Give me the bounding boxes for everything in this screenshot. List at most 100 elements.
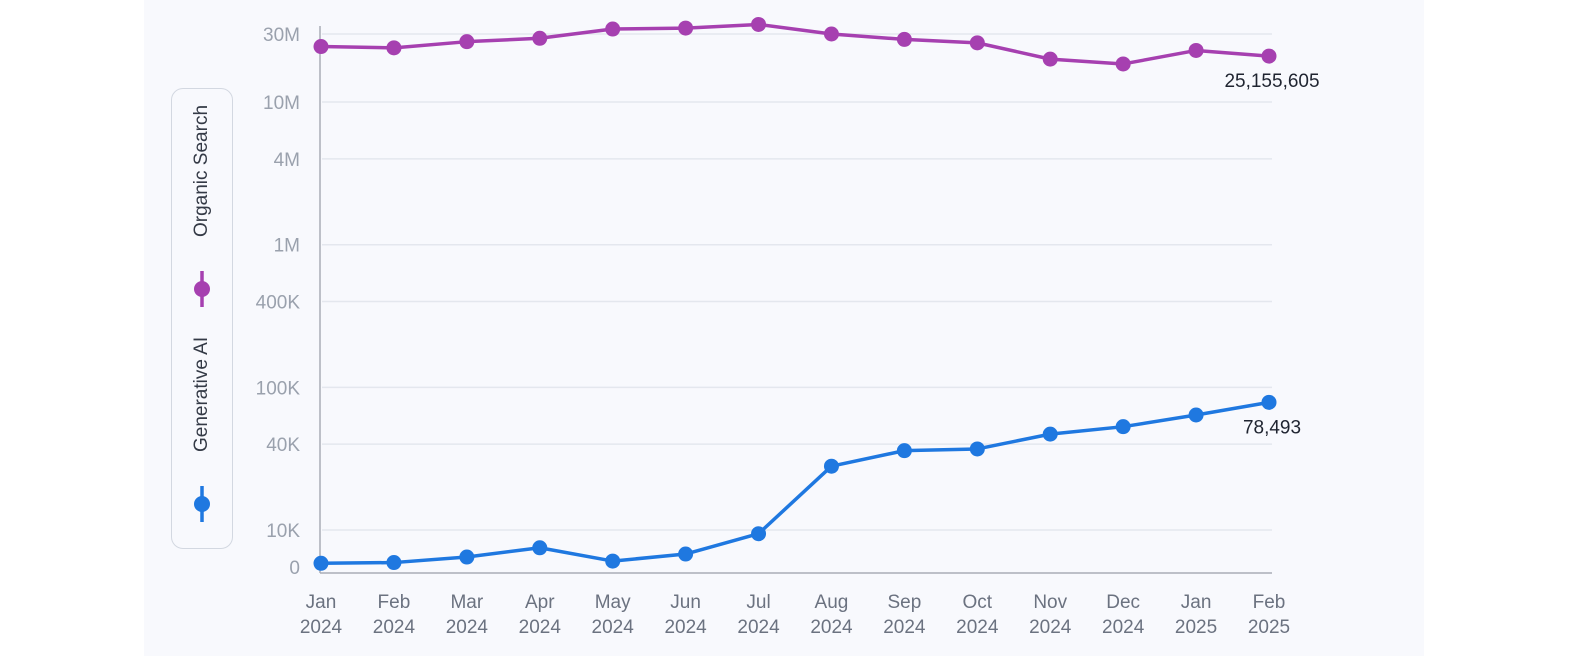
x-tick-label: Jun 2024	[664, 592, 707, 638]
x-tick-label: Aug 2024	[810, 592, 853, 638]
x-tick-year: 2024	[1102, 617, 1145, 638]
x-tick-label: Dec 2024	[1102, 592, 1145, 638]
x-tick-month: Nov	[1033, 592, 1067, 613]
legend-marker-organic-search	[194, 271, 210, 307]
y-tick-label: 30M	[263, 25, 300, 46]
series-generative-ai	[313, 394, 1277, 571]
legend: Generative AI Organic Search	[171, 88, 233, 549]
data-point-generative-ai[interactable]	[678, 546, 694, 562]
x-tick-label: Feb 2024	[373, 592, 416, 638]
data-point-organic-search[interactable]	[459, 34, 475, 50]
x-tick-year: 2024	[956, 617, 999, 638]
y-tick-label: 100K	[256, 378, 301, 399]
x-tick-year: 2024	[519, 617, 562, 638]
x-tick-year: 2025	[1248, 617, 1290, 638]
data-point-generative-ai[interactable]	[605, 553, 621, 569]
x-tick-year: 2024	[737, 617, 780, 638]
x-tick-label: May 2024	[592, 592, 635, 638]
data-labels: 25,155,605 78,493	[1224, 71, 1319, 438]
x-tick-month: Feb	[378, 592, 411, 613]
data-point-generative-ai[interactable]	[459, 549, 475, 565]
data-point-generative-ai[interactable]	[969, 441, 985, 457]
data-point-generative-ai[interactable]	[386, 555, 402, 571]
data-point-generative-ai[interactable]	[751, 526, 767, 542]
x-tick-label: Nov 2024	[1029, 592, 1072, 638]
y-tick-label: 10M	[263, 93, 300, 114]
legend-item-organic-search[interactable]: Organic Search	[182, 105, 222, 309]
gridlines	[322, 33, 1272, 531]
x-tick-month: Dec	[1106, 592, 1140, 613]
x-tick-year: 2024	[446, 617, 489, 638]
x-tick-label: Feb 2025	[1248, 592, 1290, 638]
x-tick-label: Oct 2024	[956, 592, 999, 638]
axes	[319, 26, 1272, 574]
data-point-organic-search[interactable]	[969, 35, 985, 51]
data-point-organic-search[interactable]	[678, 20, 694, 36]
y-axis-ticks: 0 10K 40K 100K 400K 1M 4M 10M 30M	[256, 25, 301, 579]
data-point-generative-ai[interactable]	[1261, 394, 1277, 410]
x-tick-year: 2024	[883, 617, 926, 638]
data-point-generative-ai[interactable]	[896, 443, 912, 459]
x-tick-year: 2024	[592, 617, 635, 638]
x-tick-label: Jul 2024	[737, 592, 780, 638]
data-point-organic-search[interactable]	[1115, 56, 1131, 72]
x-tick-month: May	[595, 592, 631, 613]
legend-label-organic-search: Organic Search	[191, 104, 212, 237]
data-point-organic-search[interactable]	[751, 16, 767, 32]
x-axis-ticks: Jan 2024 Feb 2024 Mar 2024 Apr 2024 May 2024 Jun 20…	[300, 592, 1290, 638]
x-tick-month: Sep	[887, 592, 921, 613]
data-point-organic-search[interactable]	[386, 40, 402, 56]
x-tick-year: 2024	[1029, 617, 1072, 638]
y-tick-label: 4M	[274, 150, 300, 171]
series-line-generative-ai	[320, 400, 1270, 566]
y-tick-label: 10K	[266, 521, 300, 542]
series-line-organic-search	[320, 22, 1270, 66]
x-tick-month: Jul	[746, 592, 770, 613]
x-tick-month: Aug	[815, 592, 849, 613]
legend-marker-generative-ai	[194, 486, 210, 522]
x-tick-label: Mar 2024	[446, 592, 489, 638]
x-tick-label: Jan 2025	[1175, 592, 1217, 638]
x-tick-year: 2025	[1175, 617, 1217, 638]
series	[313, 16, 1277, 571]
series-organic-search	[313, 16, 1277, 72]
x-tick-month: Jan	[1181, 592, 1212, 613]
x-tick-year: 2024	[664, 617, 707, 638]
end-label-organic-search: 25,155,605	[1224, 71, 1319, 92]
data-point-generative-ai[interactable]	[313, 555, 329, 571]
x-tick-label: Sep 2024	[883, 592, 926, 638]
data-point-organic-search[interactable]	[1042, 51, 1058, 67]
legend-item-generative-ai[interactable]: Generative AI	[182, 337, 222, 524]
data-point-organic-search[interactable]	[313, 39, 329, 55]
y-tick-label: 40K	[266, 435, 300, 456]
x-tick-year: 2024	[373, 617, 416, 638]
data-point-generative-ai[interactable]	[1042, 426, 1058, 442]
y-tick-label: 400K	[256, 292, 301, 313]
data-point-generative-ai[interactable]	[1188, 407, 1204, 423]
data-point-generative-ai[interactable]	[823, 458, 839, 474]
x-tick-month: Jan	[306, 592, 337, 613]
x-tick-month: Mar	[450, 592, 483, 613]
legend-label-generative-ai: Generative AI	[191, 336, 212, 452]
x-tick-month: Apr	[525, 592, 555, 613]
chart-background	[144, 0, 1424, 656]
x-tick-month: Oct	[963, 592, 993, 613]
data-point-organic-search[interactable]	[532, 30, 548, 46]
data-point-organic-search[interactable]	[605, 21, 621, 37]
data-point-generative-ai[interactable]	[1115, 419, 1131, 435]
data-point-organic-search[interactable]	[1188, 42, 1204, 58]
y-tick-label: 1M	[274, 236, 300, 257]
data-point-organic-search[interactable]	[896, 31, 912, 47]
data-point-organic-search[interactable]	[823, 26, 839, 42]
data-point-generative-ai[interactable]	[532, 540, 548, 556]
end-label-generative-ai: 78,493	[1243, 417, 1301, 438]
x-tick-month: Jun	[670, 592, 701, 613]
y-tick-label: 0	[289, 558, 300, 579]
data-point-organic-search[interactable]	[1261, 48, 1277, 64]
x-tick-month: Feb	[1253, 592, 1286, 613]
x-tick-label: Apr 2024	[519, 592, 562, 638]
x-tick-year: 2024	[300, 617, 343, 638]
x-tick-year: 2024	[810, 617, 853, 638]
